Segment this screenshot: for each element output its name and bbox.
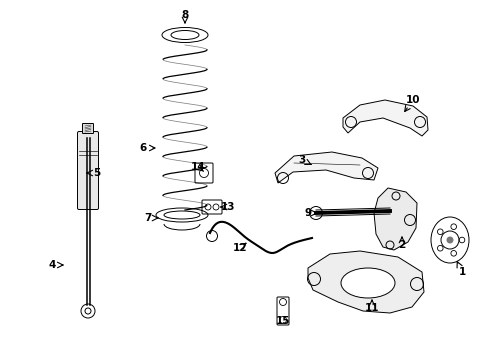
Text: 5: 5 — [94, 168, 100, 178]
Text: 15: 15 — [276, 316, 290, 326]
Text: 14: 14 — [191, 162, 205, 172]
FancyBboxPatch shape — [82, 123, 94, 134]
Text: 8: 8 — [181, 10, 189, 20]
Ellipse shape — [341, 268, 395, 298]
Text: 2: 2 — [398, 240, 406, 250]
Text: 13: 13 — [221, 202, 235, 212]
FancyBboxPatch shape — [77, 131, 98, 210]
Text: 10: 10 — [406, 95, 420, 105]
Polygon shape — [374, 188, 417, 250]
Polygon shape — [275, 152, 378, 183]
Polygon shape — [343, 100, 428, 136]
Text: 7: 7 — [145, 213, 152, 223]
Text: 12: 12 — [233, 243, 247, 253]
Circle shape — [446, 237, 454, 243]
Text: 1: 1 — [458, 267, 466, 277]
Text: 6: 6 — [139, 143, 147, 153]
Text: 9: 9 — [304, 208, 312, 218]
Text: 3: 3 — [298, 155, 306, 165]
Text: 11: 11 — [365, 303, 379, 313]
Polygon shape — [308, 251, 424, 313]
Text: 4: 4 — [49, 260, 56, 270]
